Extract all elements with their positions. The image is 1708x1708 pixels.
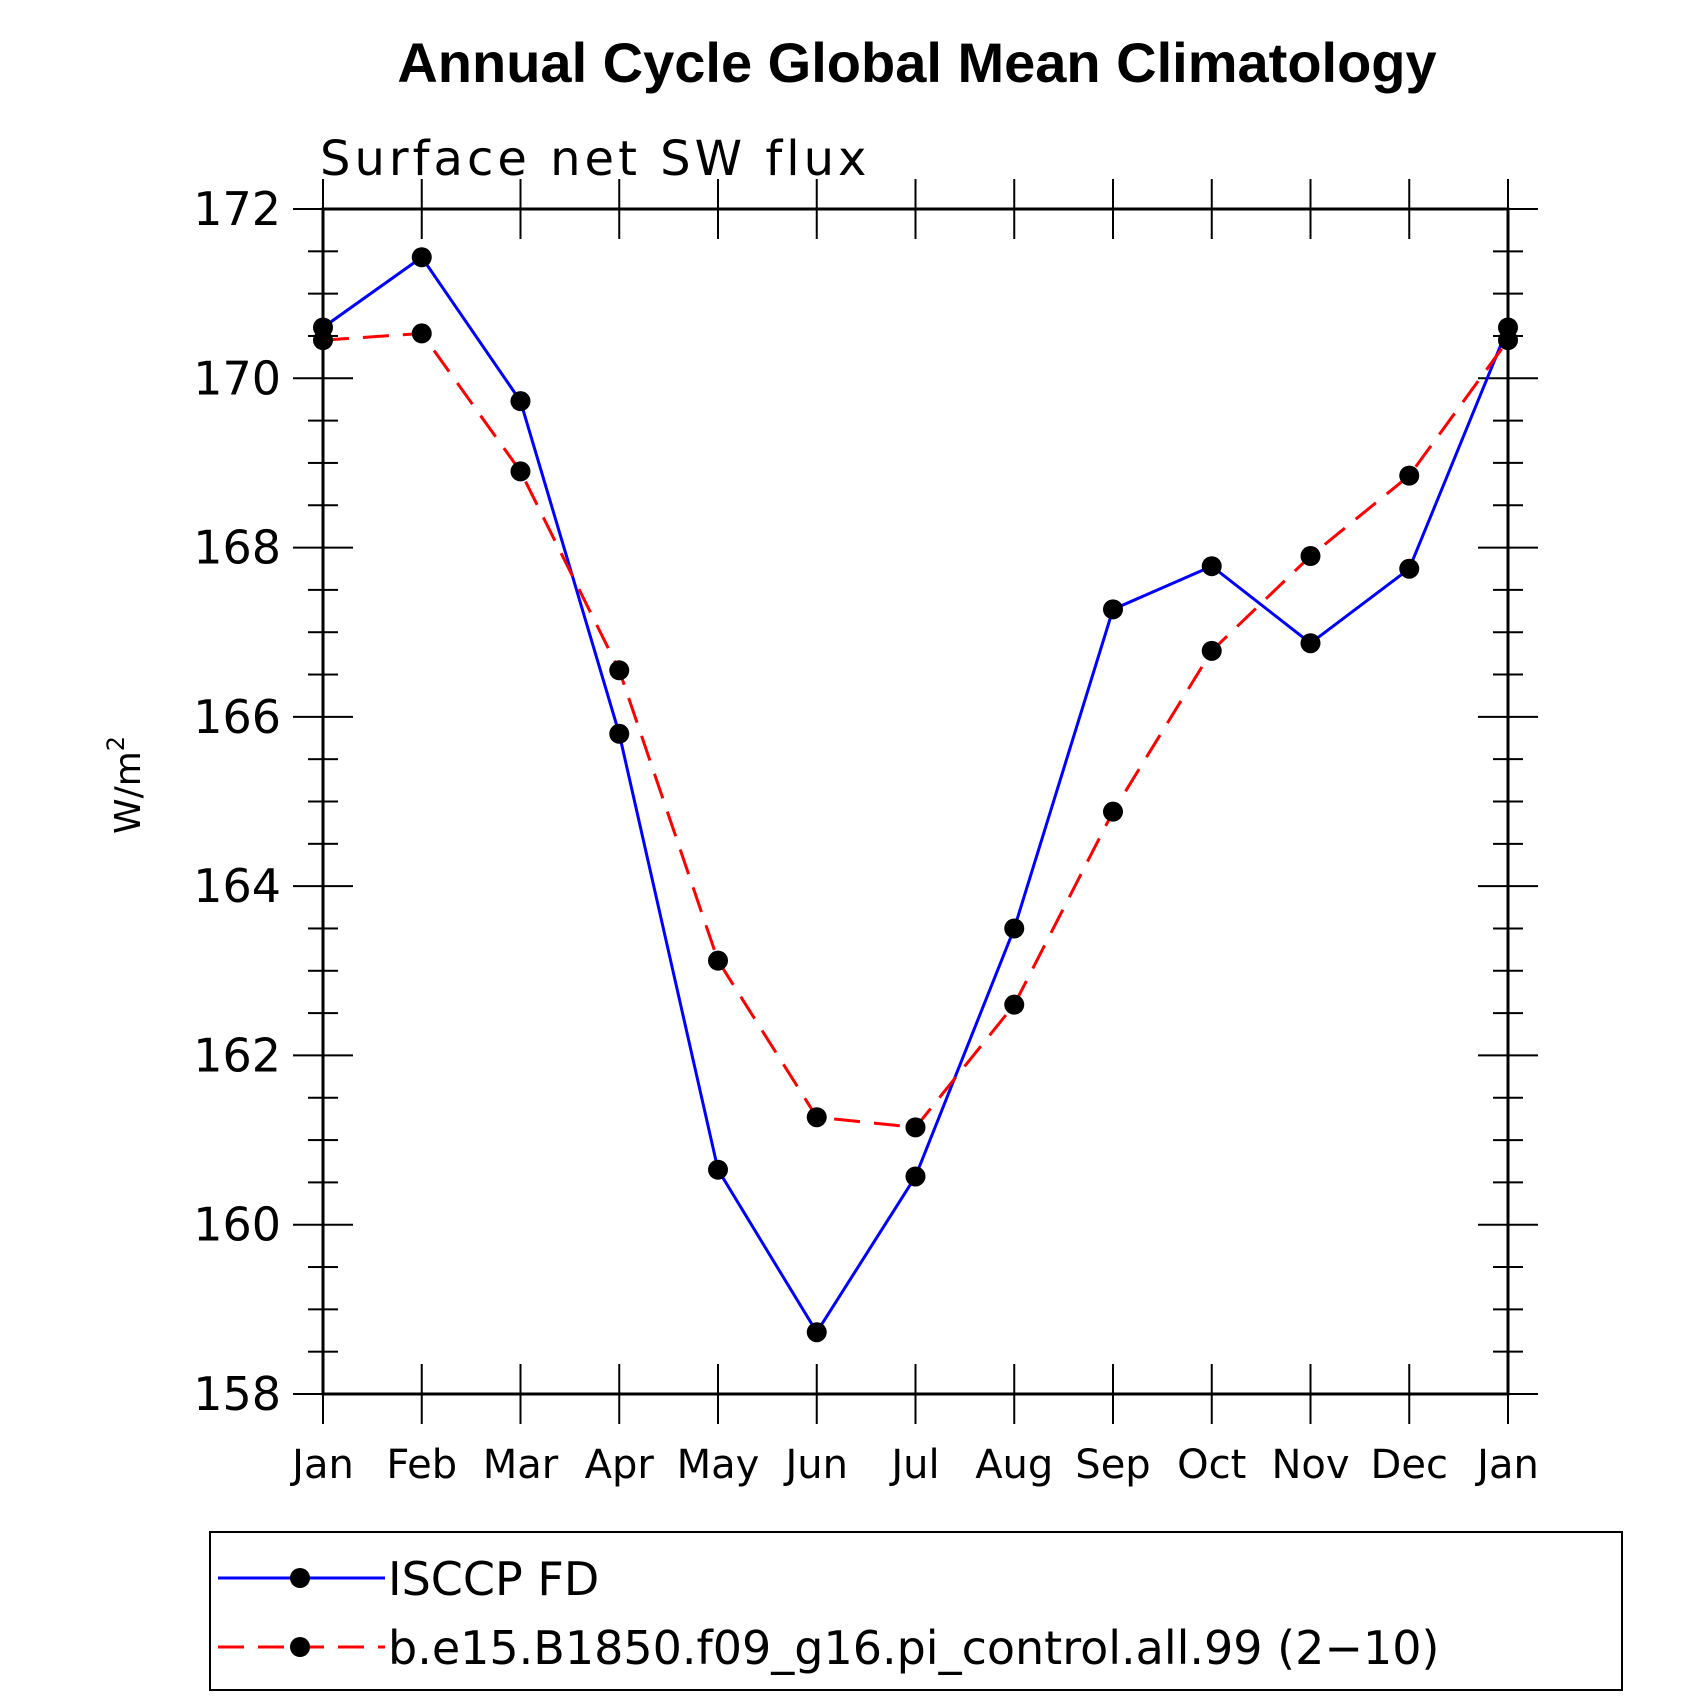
data-point (510, 391, 531, 412)
x-tick-label: Mar (483, 1442, 559, 1488)
data-point (1201, 640, 1222, 661)
y-axis-label-superscript: 2 (102, 736, 130, 751)
plot-frame (321, 207, 1510, 1396)
legend-marker (290, 1568, 310, 1588)
axis-ticks: 158 160 162 164 166 168 170 172 Jan Feb Mar Apr May J… (193, 179, 1539, 1488)
x-tick-label: Aug (975, 1442, 1053, 1488)
series-2-markers (313, 323, 1518, 1138)
x-tick-label: Feb (386, 1442, 457, 1488)
data-point (313, 330, 333, 351)
y-tick-label: 162 (193, 1028, 281, 1082)
data-point (411, 247, 432, 268)
legend: ISCCP FD b.e15.B1850.f09_g16.pi_control.a… (209, 1531, 1623, 1691)
x-tick-label: Nov (1271, 1442, 1349, 1488)
y-tick-label: 160 (193, 1198, 281, 1252)
x-tick-label: Apr (585, 1442, 655, 1488)
data-point (1004, 918, 1025, 939)
y-tick-label: 170 (193, 351, 281, 405)
data-point (1201, 556, 1222, 577)
x-tick-label: Jun (783, 1442, 849, 1488)
y-axis-label-text: W/m (108, 751, 149, 834)
data-point (411, 323, 432, 344)
data-point (1300, 633, 1321, 654)
legend-box (209, 1531, 1623, 1691)
data-point (1399, 465, 1420, 486)
x-tick-label: Jan (289, 1442, 354, 1488)
data-point (609, 660, 630, 681)
data-point (905, 1117, 926, 1138)
legend-marker (290, 1637, 310, 1657)
data-point (905, 1166, 926, 1187)
data-point (1103, 599, 1123, 620)
chart-subtitle: Surface net SW flux (320, 131, 870, 187)
axes (321, 207, 1510, 1396)
data-point (609, 723, 630, 744)
series-2 (322, 331, 1510, 1129)
data-point (708, 1159, 728, 1180)
data-point (806, 1322, 827, 1343)
series-layer (313, 247, 1518, 1343)
y-axis-label: W/m2 (102, 736, 149, 834)
legend-label: b.e15.B1850.f09_g16.pi_control.all.99 (2… (388, 1621, 1439, 1675)
data-point (1399, 558, 1420, 579)
x-tick-label: May (677, 1442, 760, 1488)
data-point (708, 950, 728, 971)
series-line (322, 331, 1510, 1129)
chart-title: Annual Cycle Global Mean Climatology (397, 31, 1436, 94)
data-point (1300, 546, 1321, 567)
x-tick-label: Dec (1371, 1442, 1448, 1488)
data-point (1498, 330, 1518, 351)
y-tick-label: 158 (193, 1367, 281, 1421)
data-point (1103, 801, 1123, 822)
svg-text:W/m2: W/m2 (102, 736, 149, 834)
y-tick-label: 172 (193, 182, 281, 236)
y-tick-label: 168 (193, 521, 281, 575)
data-point (510, 461, 531, 482)
data-point (806, 1107, 827, 1128)
y-tick-label: 166 (193, 690, 281, 744)
x-tick-label: Oct (1177, 1442, 1246, 1488)
legend-label: ISCCP FD (388, 1552, 599, 1606)
y-tick-label: 164 (193, 859, 281, 913)
x-tick-label: Jan (1474, 1442, 1539, 1488)
series-1-markers (313, 247, 1518, 1343)
data-point (1004, 994, 1025, 1015)
x-tick-label: Jul (888, 1442, 939, 1488)
x-tick-label: Sep (1075, 1442, 1150, 1488)
